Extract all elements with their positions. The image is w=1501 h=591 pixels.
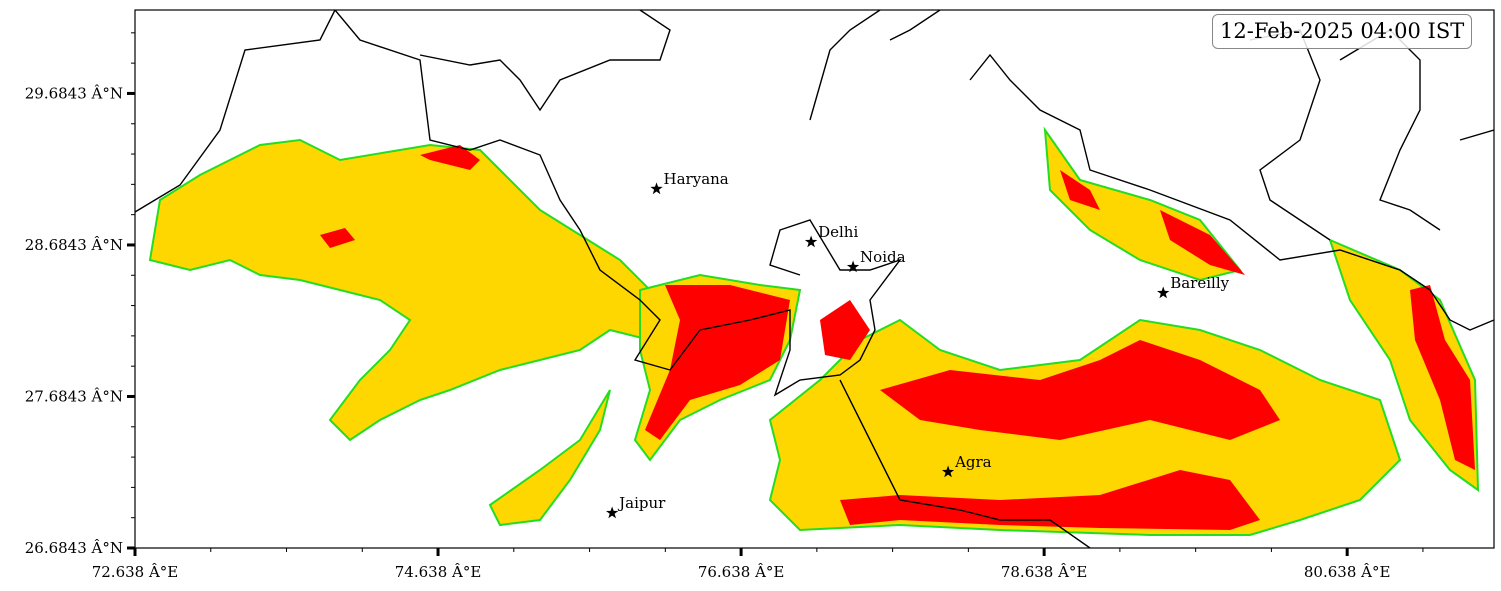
x-tick-label: 76.638 Â°E <box>698 563 785 581</box>
y-tick-label: 29.6843 Â°N <box>25 84 123 102</box>
axes: 72.638 Â°E 74.638 Â°E 76.638 Â°E 78.638 Â°E… <box>25 32 1424 581</box>
dense-fog-region <box>840 470 1260 530</box>
dense-fog-region <box>420 145 480 170</box>
city-label-bareilly: Bareilly <box>1170 274 1229 292</box>
dense-fog-region <box>645 285 790 440</box>
dense-fog-region <box>1410 285 1475 470</box>
fog-region-west <box>148 138 662 442</box>
city-star-icon <box>650 182 663 195</box>
dense-fog-region <box>320 228 355 248</box>
city-star-icon <box>1157 286 1170 299</box>
dense-fog-region <box>820 300 870 360</box>
dense-fog-region <box>1060 170 1245 275</box>
city-label-agra: Agra <box>954 453 992 471</box>
city-label-delhi: Delhi <box>818 223 858 241</box>
y-tick-label: 26.6843 Â°N <box>25 539 123 557</box>
y-tick-label: 27.6843 Â°N <box>25 387 123 405</box>
y-tick-label: 28.6843 Â°N <box>25 236 123 254</box>
city-star-icon <box>804 235 818 248</box>
x-tick-label: 78.638 Â°E <box>1001 563 1088 581</box>
city-star-icon <box>941 465 955 478</box>
state-borders <box>135 10 1494 548</box>
map-frame <box>134 9 1495 549</box>
city-label-noida: Noida <box>860 248 906 266</box>
city-star-icon <box>846 260 860 273</box>
city-label-jaipur: Jaipur <box>617 494 666 512</box>
city-star-icon <box>606 506 619 519</box>
x-tick-label: 80.638 Â°E <box>1304 563 1391 581</box>
timestamp-label: 12-Feb-2025 04:00 IST <box>1220 19 1465 43</box>
fog-region-southwest <box>488 389 611 527</box>
dense-fog-region <box>880 340 1280 440</box>
fog-region-east <box>1328 238 1480 492</box>
timestamp-box: 12-Feb-2025 04:00 IST <box>1212 14 1473 49</box>
fog-layer <box>148 126 1480 536</box>
city-label-haryana: Haryana <box>664 170 729 188</box>
x-tick-label: 72.638 Â°E <box>92 563 179 581</box>
x-tick-label: 74.638 Â°E <box>395 563 482 581</box>
